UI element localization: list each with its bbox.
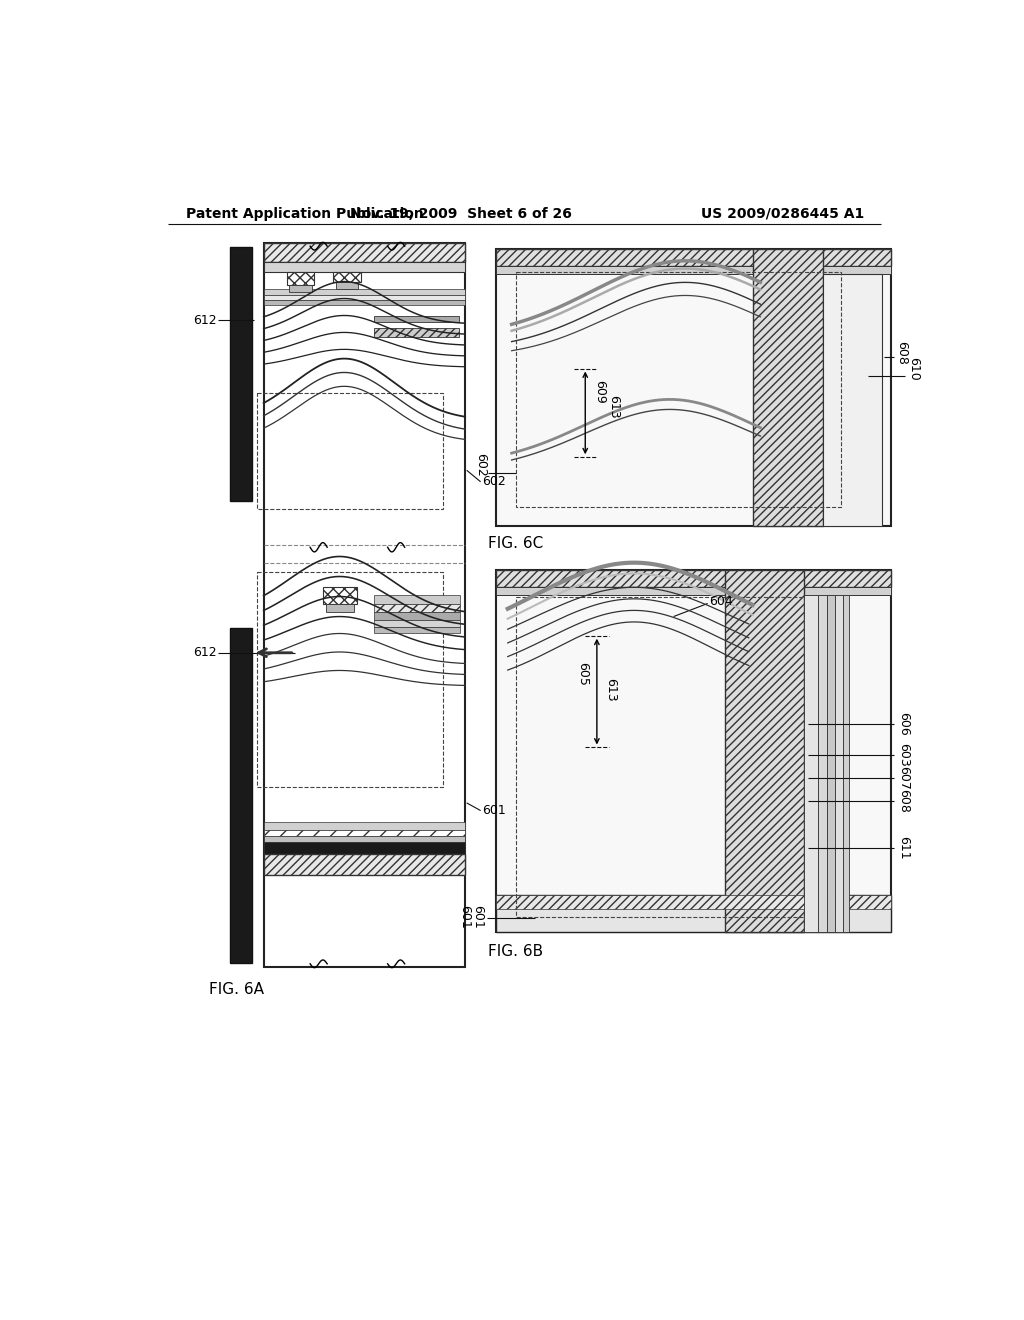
Text: 612: 612	[193, 647, 216, 659]
Bar	[375, 605, 461, 612]
Bar	[843, 595, 849, 932]
Text: FIG. 6C: FIG. 6C	[488, 536, 544, 550]
Bar	[496, 587, 891, 595]
Text: 609: 609	[593, 380, 606, 404]
Text: 606: 606	[898, 713, 910, 737]
Bar	[287, 272, 314, 285]
Text: 613: 613	[604, 678, 617, 701]
Text: 613: 613	[607, 395, 620, 418]
Bar	[496, 895, 891, 909]
Text: 602: 602	[474, 453, 486, 477]
Text: Patent Application Publication: Patent Application Publication	[186, 207, 424, 220]
Bar	[263, 243, 465, 968]
Bar	[515, 597, 841, 917]
Bar	[263, 289, 465, 296]
Bar	[289, 285, 311, 292]
Bar	[375, 619, 461, 627]
Bar	[496, 570, 891, 932]
Text: 601: 601	[459, 906, 472, 929]
Bar	[257, 393, 443, 508]
Bar	[827, 595, 835, 932]
Bar	[263, 822, 465, 830]
Text: 610: 610	[907, 356, 920, 380]
Bar	[835, 595, 843, 932]
Bar	[263, 854, 465, 874]
Bar	[375, 612, 461, 619]
Bar	[263, 243, 465, 263]
Text: 603: 603	[898, 743, 910, 767]
Text: 608: 608	[898, 789, 910, 813]
Text: US 2009/0286445 A1: US 2009/0286445 A1	[701, 207, 864, 220]
Bar	[326, 605, 353, 612]
Bar	[496, 895, 891, 932]
Bar	[804, 595, 818, 932]
Bar	[263, 836, 465, 842]
Text: 611: 611	[898, 836, 910, 859]
Text: 602: 602	[482, 475, 506, 488]
Bar	[725, 570, 804, 932]
Bar	[263, 300, 465, 305]
Bar	[230, 247, 252, 502]
Bar	[496, 249, 891, 527]
Bar	[263, 842, 465, 854]
Bar	[823, 275, 882, 527]
Bar	[818, 595, 827, 932]
Bar	[375, 595, 461, 605]
Bar	[375, 327, 459, 337]
Bar	[496, 267, 891, 275]
Bar	[263, 263, 465, 272]
Text: 608: 608	[895, 342, 908, 366]
Text: 607: 607	[898, 767, 910, 791]
Bar	[753, 249, 823, 527]
Bar	[375, 317, 459, 322]
Bar	[263, 296, 465, 300]
Text: 612: 612	[193, 314, 216, 326]
Bar	[496, 570, 891, 587]
Text: 604: 604	[710, 594, 733, 607]
Bar	[263, 830, 465, 836]
Bar	[257, 572, 443, 788]
Text: Nov. 19, 2009  Sheet 6 of 26: Nov. 19, 2009 Sheet 6 of 26	[350, 207, 572, 220]
Text: 601: 601	[482, 804, 506, 817]
Text: FIG. 6A: FIG. 6A	[209, 982, 263, 998]
Bar	[230, 628, 252, 964]
Bar	[334, 272, 360, 282]
Bar	[375, 627, 461, 634]
Text: 605: 605	[577, 663, 589, 686]
Bar	[336, 282, 358, 289]
Bar	[515, 272, 841, 507]
Bar	[496, 249, 891, 267]
Text: FIG. 6B: FIG. 6B	[488, 944, 544, 960]
Text: 601: 601	[471, 906, 484, 929]
Bar	[323, 587, 356, 605]
